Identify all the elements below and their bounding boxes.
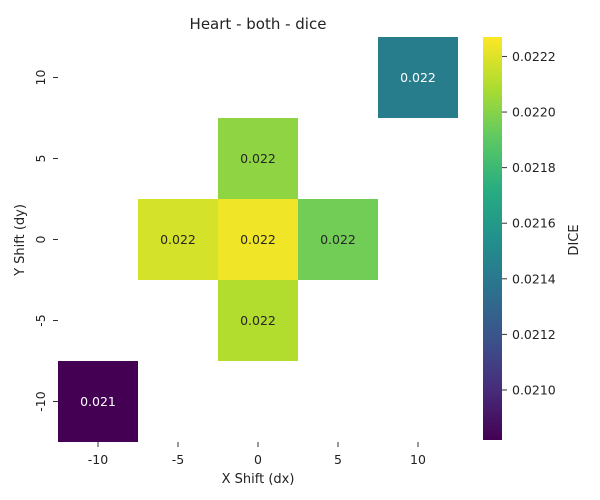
heatmap-cell bbox=[378, 37, 458, 118]
cell-value-label: 0.022 bbox=[240, 313, 276, 328]
y-tick-label: 10 bbox=[33, 70, 48, 86]
y-tick-label: -5 bbox=[33, 314, 48, 326]
colorbar-tick-label: 0.0214 bbox=[512, 271, 556, 286]
cell-value-label: 0.022 bbox=[400, 70, 436, 85]
x-tick-label: -5 bbox=[172, 452, 184, 467]
cell-value-label: 0.022 bbox=[160, 232, 196, 247]
y-tick-label: 0 bbox=[33, 235, 48, 243]
y-axis-ticks: 10 5 0 -5 -10 bbox=[33, 70, 58, 412]
cell-value-label: 0.022 bbox=[320, 232, 356, 247]
heatmap-cell bbox=[218, 199, 298, 280]
colorbar-tick-label: 0.0220 bbox=[512, 105, 556, 120]
y-axis-label: Y Shift (dy) bbox=[13, 204, 28, 277]
colorbar-tick-label: 0.0216 bbox=[512, 216, 556, 231]
chart-title: Heart - both - dice bbox=[190, 15, 327, 33]
y-tick-label: -10 bbox=[33, 391, 48, 411]
x-tick-label: 10 bbox=[410, 452, 426, 467]
heatmap-cell bbox=[218, 118, 298, 199]
cell-value-label: 0.022 bbox=[240, 151, 276, 166]
heatmap-cell bbox=[58, 361, 138, 442]
x-tick-label: 0 bbox=[254, 452, 262, 467]
colorbar-tick-label: 0.0210 bbox=[512, 382, 556, 397]
cell-value-label: 0.022 bbox=[240, 232, 276, 247]
x-tick-label: -10 bbox=[88, 452, 108, 467]
x-axis-ticks: -10 -5 0 5 10 bbox=[88, 442, 426, 467]
y-tick-label: 5 bbox=[33, 155, 48, 163]
heatmap-cells: 0.022 0.022 0.022 0.022 0.022 0.022 0.021 bbox=[58, 37, 458, 442]
heatmap-cell bbox=[138, 199, 218, 280]
x-tick-label: 5 bbox=[334, 452, 342, 467]
colorbar-label: DICE bbox=[567, 224, 582, 255]
heatmap-cell bbox=[218, 280, 298, 361]
colorbar-tick-label: 0.0212 bbox=[512, 327, 556, 342]
colorbar-tick-label: 0.0222 bbox=[512, 49, 556, 64]
colorbar-tick-label: 0.0218 bbox=[512, 160, 556, 175]
colorbar bbox=[483, 37, 502, 440]
heatmap-cell bbox=[298, 199, 378, 280]
cell-value-label: 0.021 bbox=[80, 394, 116, 409]
x-axis-label: X Shift (dx) bbox=[222, 472, 295, 487]
colorbar-ticks: 0.0210 0.0212 0.0214 0.0216 0.0218 0.0220 0.02… bbox=[502, 49, 556, 397]
